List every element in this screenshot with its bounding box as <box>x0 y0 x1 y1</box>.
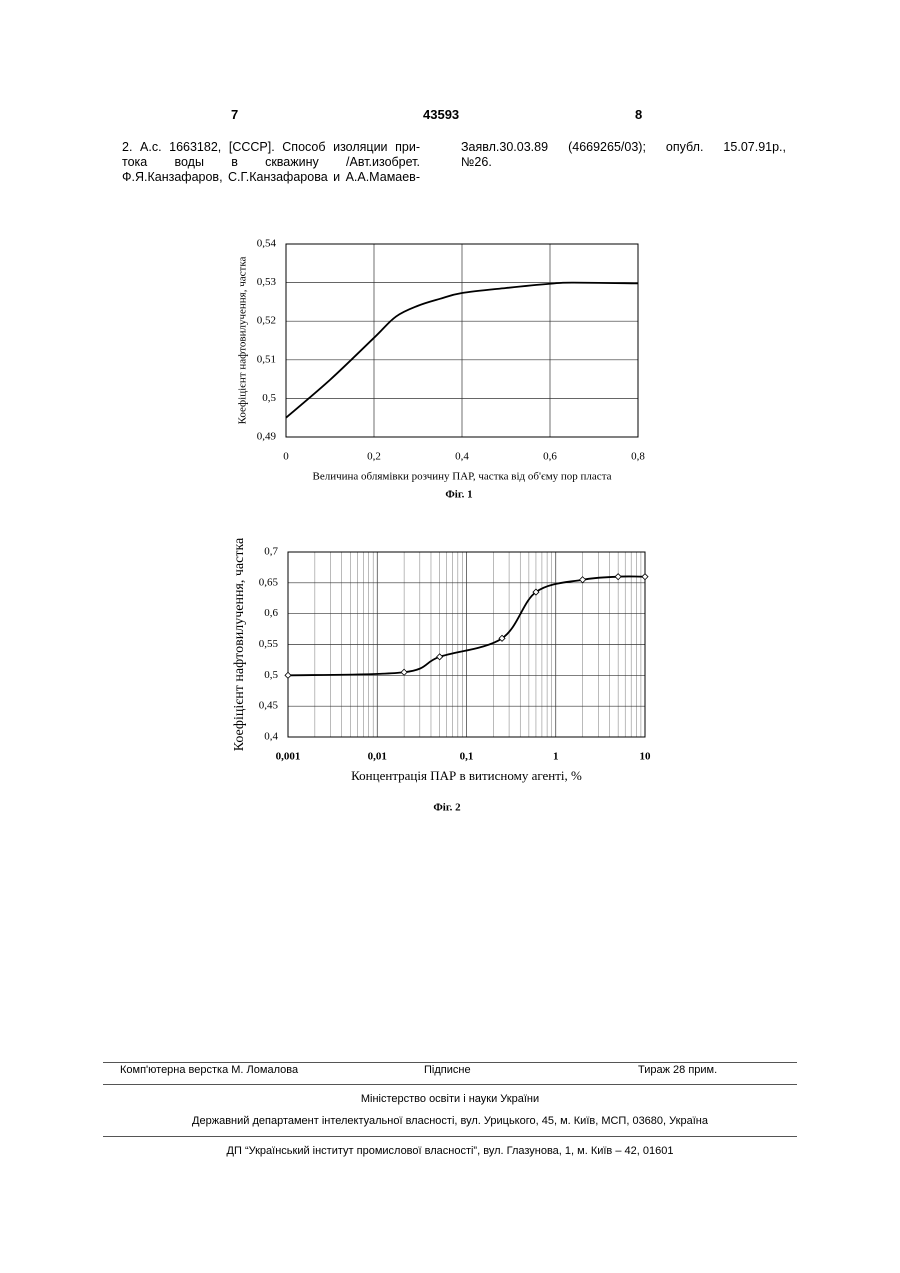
x-tick-label: 0,6 <box>543 451 557 463</box>
footer-text: Підписне <box>424 1064 471 1076</box>
y-tick-label: 0,5 <box>262 392 276 404</box>
y-tick-label: 0,53 <box>257 276 277 288</box>
x-tick-label: 0,8 <box>631 451 645 463</box>
y-tick-label: 0,7 <box>264 546 278 558</box>
rule <box>103 1084 797 1085</box>
x-axis-title: Концентрація ПАР в витисному агенті, % <box>351 768 582 783</box>
data-point <box>615 574 621 580</box>
x-tick-label: 0,2 <box>367 451 381 463</box>
y-tick-label: 0,65 <box>259 576 279 588</box>
x-tick-label: 0,01 <box>368 751 387 763</box>
footer-text: Міністерство освіти і науки України <box>0 1093 900 1105</box>
x-tick-label: 0 <box>283 451 289 463</box>
x-tick-label: 0,001 <box>276 751 301 763</box>
x-axis-title: Величина облямівки розчину ПАР, частка в… <box>312 471 611 483</box>
data-point <box>642 574 648 580</box>
y-tick-label: 0,6 <box>264 607 278 619</box>
x-tick-label: 1 <box>553 751 559 763</box>
y-axis-title: Коефіцієнт нафтовилучення, частка <box>232 537 247 751</box>
y-tick-label: 0,52 <box>257 315 276 327</box>
rule <box>103 1136 797 1137</box>
y-tick-label: 0,49 <box>257 431 277 443</box>
x-tick-label: 0,1 <box>460 751 474 763</box>
figure-caption: Фіг. 2 <box>433 802 461 814</box>
data-point <box>285 672 291 678</box>
footer-text: Державний департамент інтелектуальної вл… <box>0 1115 900 1127</box>
y-tick-label: 0,55 <box>259 638 279 650</box>
x-tick-label: 0,4 <box>455 451 469 463</box>
x-tick-label: 10 <box>640 751 652 763</box>
figure-caption: Фіг. 1 <box>445 489 472 501</box>
y-tick-label: 0,45 <box>259 700 279 712</box>
footer-text: Тираж 28 прим. <box>638 1064 717 1076</box>
y-tick-label: 0,5 <box>264 669 278 681</box>
data-point <box>401 669 407 675</box>
figures: 0,490,50,510,520,530,5400,20,40,60,8Вели… <box>0 0 900 900</box>
y-axis-title: Коефіцієнт нафтовилучення, частка <box>237 257 249 425</box>
footer-text: ДП “Український інститут промислової вла… <box>0 1145 900 1157</box>
y-tick-label: 0,51 <box>257 353 276 365</box>
y-tick-label: 0,4 <box>264 731 278 743</box>
data-point <box>437 654 443 660</box>
y-tick-label: 0,54 <box>257 238 277 250</box>
footer-text: Комп'ютерна верстка М. Ломалова <box>120 1064 298 1076</box>
page: 7 43593 8 2. А.с. 1663182, [СССР]. Спосо… <box>0 0 900 1273</box>
data-point <box>580 577 586 583</box>
rule <box>103 1062 797 1063</box>
